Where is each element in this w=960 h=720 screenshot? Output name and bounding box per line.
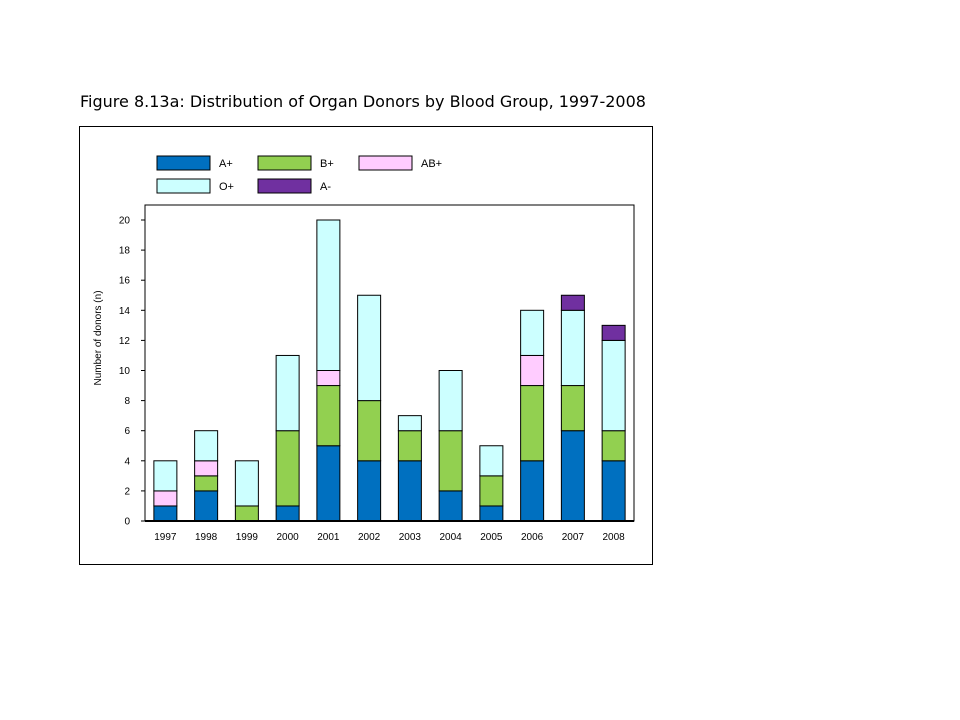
legend-label-AB+: AB+ (421, 158, 442, 170)
bar-segment-2008-B+ (601, 430, 626, 462)
bar-segment-1998-AB+ (194, 460, 219, 477)
bar-segment-2005-B+ (479, 475, 504, 507)
x-tick-label-2004: 2004 (440, 532, 463, 543)
y-tick-label-18: 18 (119, 246, 131, 257)
y-tick-label-14: 14 (119, 306, 131, 317)
x-tick-label-2008: 2008 (603, 532, 626, 543)
figure-title: Figure 8.13a: Distribution of Organ Dono… (80, 92, 646, 111)
y-tick-label-20: 20 (119, 216, 131, 227)
bar-segment-1997-O+ (153, 460, 178, 492)
y-axis-title: Number of donors (n) (93, 290, 104, 385)
bar-segment-2007-A+ (560, 430, 585, 522)
legend-label-B+: B+ (320, 158, 334, 170)
bar-segment-2002-A+ (357, 460, 382, 522)
bar-segment-1997-AB+ (153, 490, 178, 507)
y-tick-label-12: 12 (119, 336, 131, 347)
bar-segment-1998-A+ (194, 490, 219, 522)
bar-segment-2003-A+ (397, 460, 422, 522)
bar-segment-2007-A- (560, 294, 585, 311)
bar-segment-2008-A- (601, 324, 626, 341)
legend-label-O+: O+ (219, 181, 234, 193)
plot-area: 0 2 4 6 8 10 12 14 16 18 20 1997 1998 1999 2000 2001 200… (119, 204, 635, 543)
legend-swatch-A- (257, 178, 312, 194)
bar-segment-2002-B+ (357, 400, 382, 462)
x-tick-label-2000: 2000 (277, 532, 300, 543)
bar-segment-1999-B+ (234, 505, 259, 522)
bar-segment-2006-AB+ (520, 354, 545, 387)
bar-segment-2008-O+ (601, 339, 626, 432)
legend-swatch-AB+ (358, 155, 413, 171)
x-tick-label-2002: 2002 (358, 532, 381, 543)
legend-swatch-B+ (257, 155, 312, 171)
bar-segment-2001-A+ (316, 445, 341, 522)
x-tick-label-2005: 2005 (480, 532, 503, 543)
chart-legend: A+ B+ AB+ O+ A- (156, 155, 442, 194)
y-tick-label-8: 8 (124, 396, 130, 407)
bar-segment-2001-O+ (316, 219, 341, 371)
x-tick-label-2007: 2007 (562, 532, 585, 543)
bar-segment-2007-B+ (560, 385, 585, 432)
y-tick-label-10: 10 (119, 366, 131, 377)
bar-segment-1997-A+ (153, 505, 178, 522)
bar-segment-2006-O+ (520, 309, 545, 356)
bar-segment-2005-A+ (479, 505, 504, 522)
x-tick-label-2001: 2001 (317, 532, 340, 543)
x-tick-label-1998: 1998 (195, 532, 218, 543)
y-tick-label-0: 0 (124, 517, 130, 528)
bar-segment-2004-A+ (438, 490, 463, 522)
y-tick-label-2: 2 (124, 486, 130, 497)
x-tick-label-1997: 1997 (154, 532, 177, 543)
x-tick-label-1999: 1999 (236, 532, 259, 543)
bar-segment-2007-O+ (560, 309, 585, 387)
bar-segment-2001-B+ (316, 385, 341, 447)
x-tick-label-2006: 2006 (521, 532, 544, 543)
bar-segment-2001-AB+ (316, 370, 341, 387)
legend-swatch-A+ (156, 155, 211, 171)
bar-segment-2003-O+ (397, 415, 422, 432)
bar-segment-2004-B+ (438, 430, 463, 492)
y-tick-label-16: 16 (119, 276, 131, 287)
legend-label-A-: A- (320, 181, 331, 193)
bar-segment-2008-A+ (601, 460, 626, 522)
bar-segment-2000-O+ (275, 354, 300, 432)
bar-segment-2006-A+ (520, 460, 545, 522)
bar-segment-2006-B+ (520, 385, 545, 462)
bar-segment-1998-B+ (194, 475, 219, 492)
bar-segment-2005-O+ (479, 445, 504, 477)
bar-segment-2000-B+ (275, 430, 300, 507)
y-tick-label-4: 4 (124, 456, 130, 467)
bar-segment-2000-A+ (275, 505, 300, 522)
y-tick-label-6: 6 (124, 426, 130, 437)
bar-segment-2004-O+ (438, 370, 463, 432)
bar-segment-2002-O+ (357, 294, 382, 402)
x-tick-label-2003: 2003 (399, 532, 422, 543)
bar-segment-1999-O+ (234, 460, 259, 507)
legend-swatch-O+ (156, 178, 211, 194)
legend-label-A+: A+ (219, 158, 233, 170)
bar-segment-2003-B+ (397, 430, 422, 462)
plot-border (144, 204, 635, 522)
bar-segment-1998-O+ (194, 430, 219, 462)
